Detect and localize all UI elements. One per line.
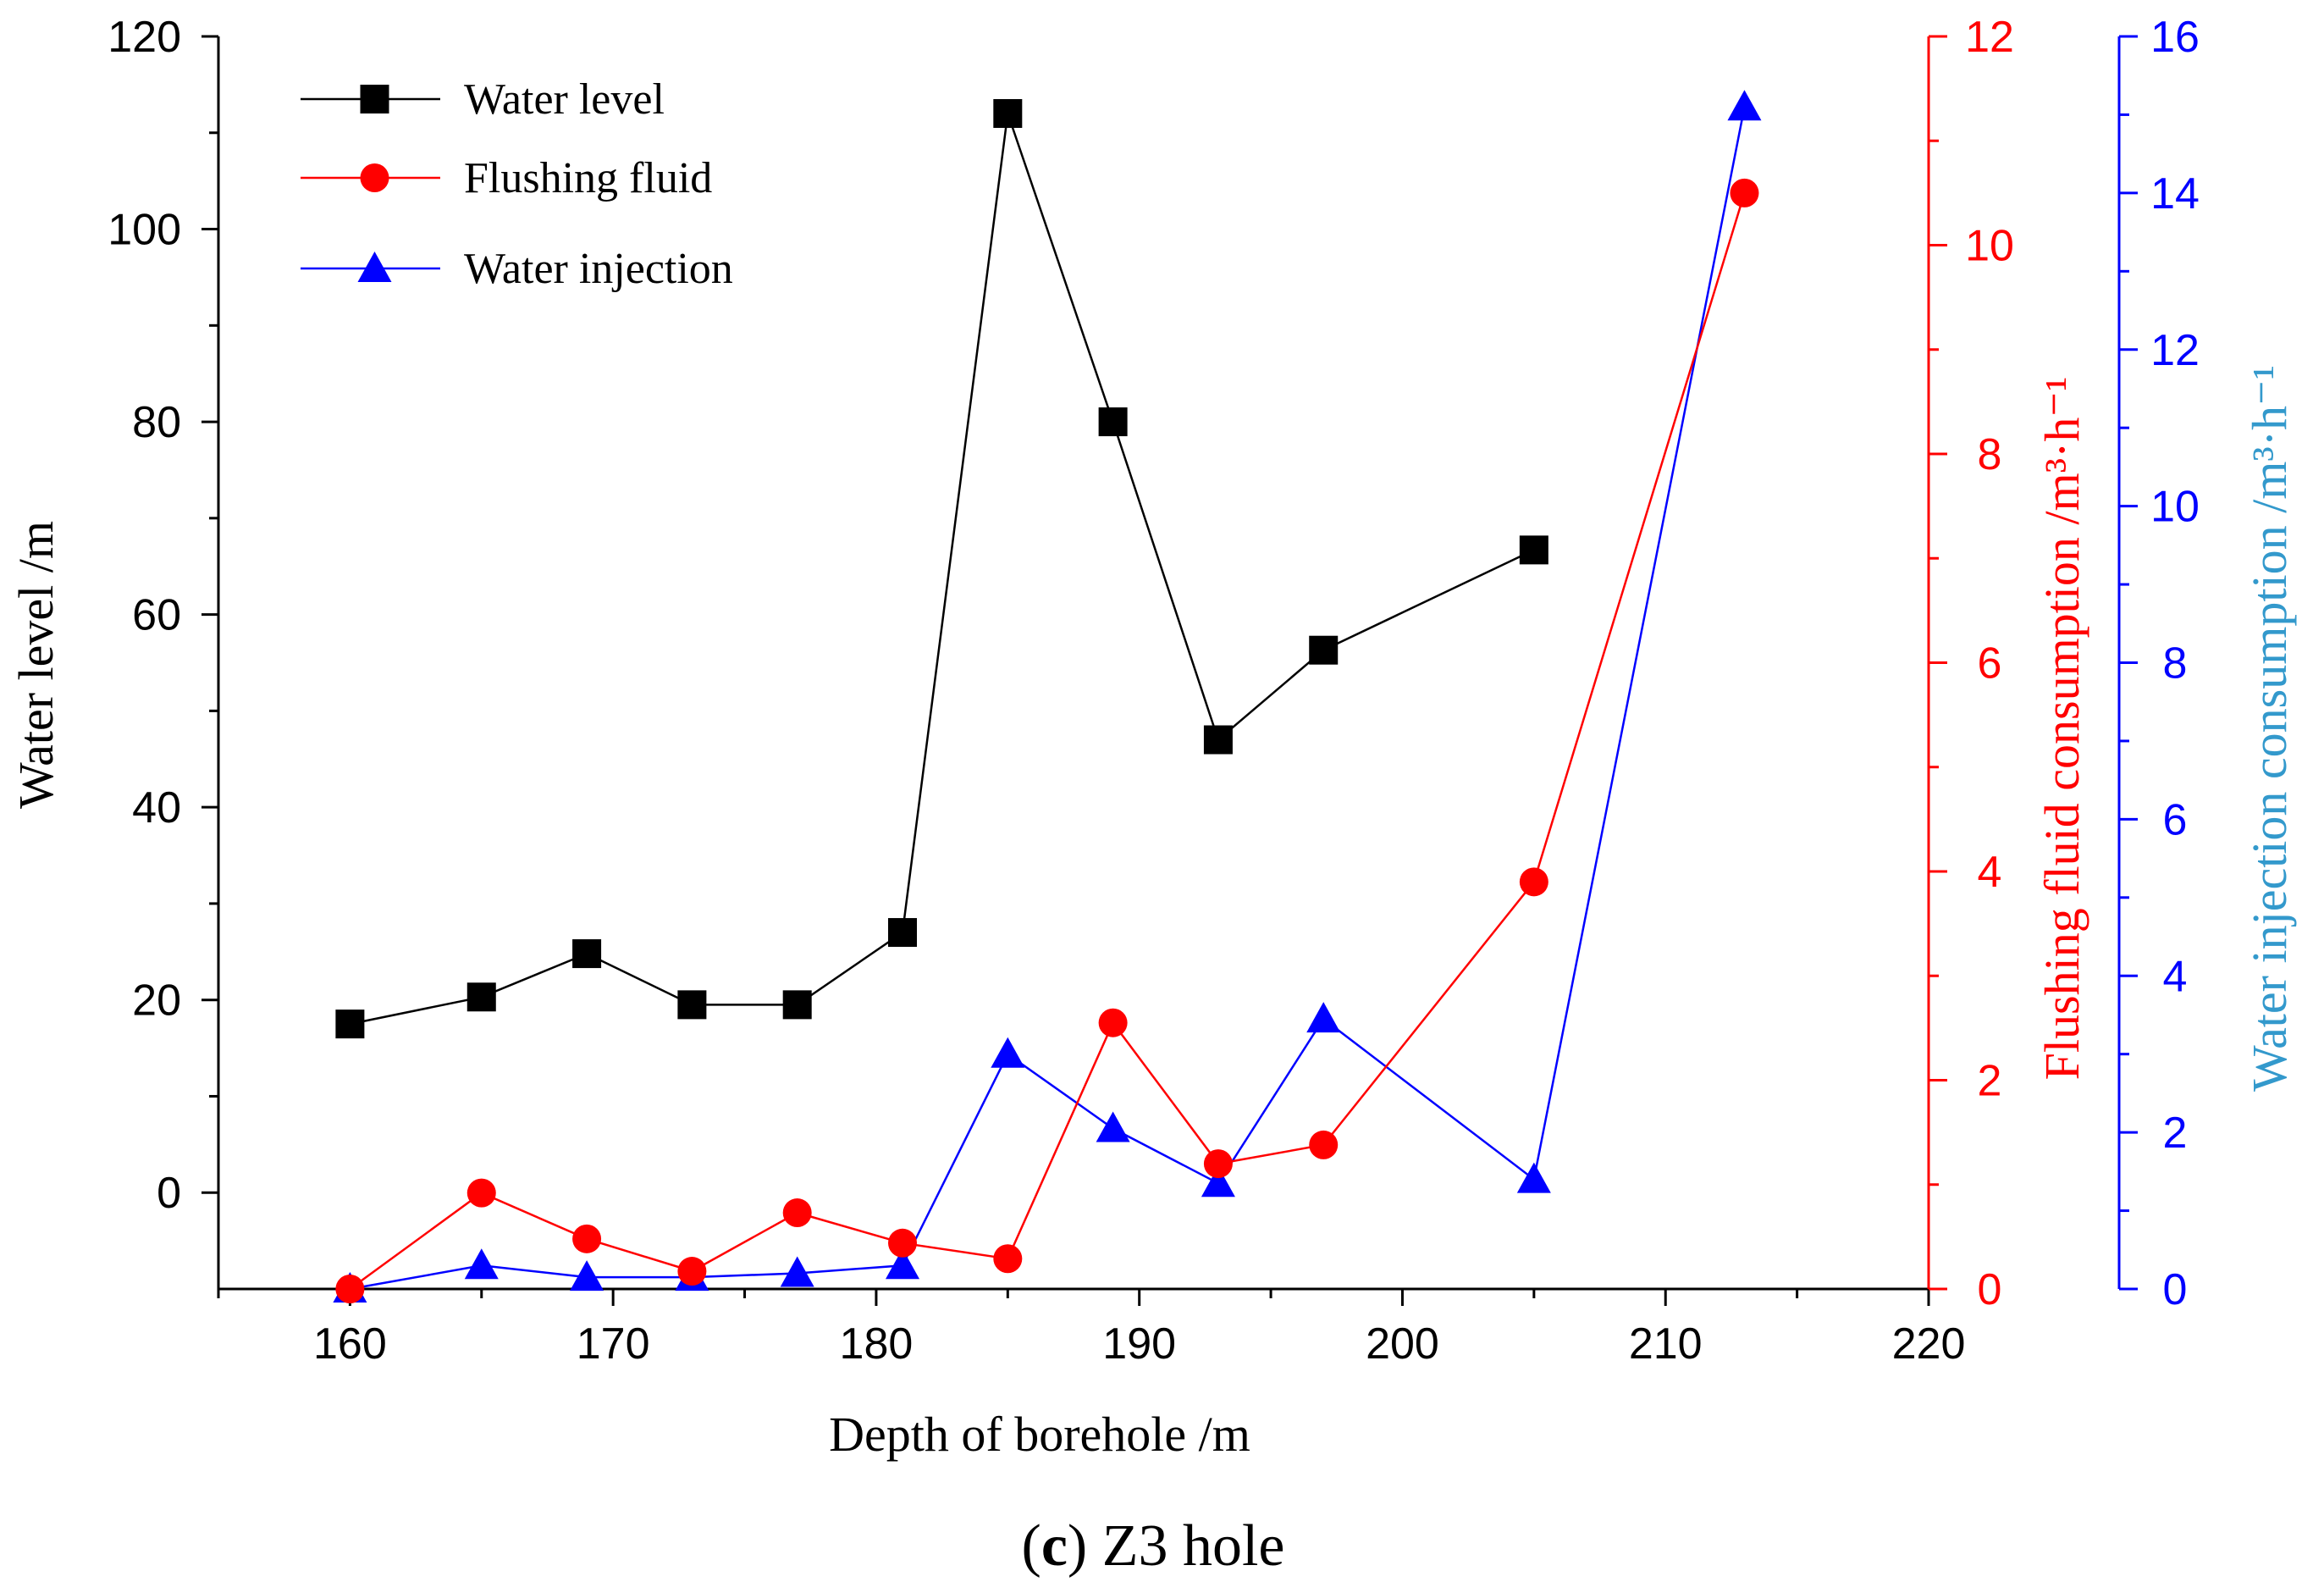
data-point-flushing-fluid	[466, 1178, 496, 1208]
right1-tick-label: 4	[1978, 848, 2002, 897]
data-point-water-injection	[780, 1256, 814, 1287]
right2-tick-label: 10	[2150, 483, 2200, 532]
left-tick-label: 40	[132, 783, 181, 832]
data-point-water-level	[1309, 635, 1339, 665]
data-point-flushing-fluid	[1203, 1149, 1233, 1179]
data-point-water-level	[466, 982, 496, 1012]
data-point-water-injection	[1306, 1002, 1341, 1033]
right1-tick-label: 6	[1978, 639, 2002, 689]
x-axis-title: Depth of borehole /m	[829, 1407, 1250, 1462]
left-tick-label: 80	[132, 398, 181, 447]
data-point-water-injection	[1201, 1166, 1235, 1198]
x-tick-label: 190	[1102, 1319, 1176, 1369]
right1-tick-label: 8	[1978, 430, 2002, 479]
data-point-flushing-fluid	[888, 1228, 917, 1258]
x-tick-label: 220	[1892, 1319, 1966, 1369]
data-point-water-level	[335, 1009, 365, 1039]
right2-tick-label: 2	[2163, 1109, 2188, 1158]
right2-tick-label: 14	[2150, 169, 2200, 218]
right2-tick-label: 8	[2163, 639, 2188, 689]
data-point-flushing-fluid	[572, 1224, 602, 1253]
right1-tick-label: 12	[1965, 13, 2014, 62]
legend: Water level Flushing fluid Water injection	[301, 75, 733, 293]
data-point-water-level	[782, 990, 812, 1020]
left-tick-label: 120	[108, 13, 181, 62]
series-line-flushing-fluid	[349, 192, 1746, 1291]
data-point-water-injection	[1727, 90, 1762, 121]
data-point-water-level	[1519, 535, 1548, 565]
x-tick-label: 200	[1366, 1319, 1439, 1369]
data-point-flushing-fluid	[677, 1257, 707, 1286]
data-point-water-level	[572, 939, 602, 969]
legend-label-water-injection: Water injection	[464, 245, 733, 293]
left-tick-label: 0	[157, 1169, 181, 1218]
data-point-water-injection	[570, 1260, 604, 1292]
data-point-water-injection	[464, 1248, 499, 1280]
data-point-water-level	[1203, 725, 1233, 755]
legend-label-flushing-fluid: Flushing fluid	[464, 154, 712, 202]
caption-text: Z3 hole	[1102, 1513, 1285, 1579]
x-tick-label: 170	[577, 1319, 650, 1369]
right2-tick-label: 4	[2163, 952, 2188, 1001]
legend-marker-water-level	[360, 85, 389, 113]
data-point-flushing-fluid	[1098, 1008, 1128, 1037]
right1-tick-label: 10	[1965, 222, 2014, 271]
legend-label-water-level: Water level	[464, 75, 665, 124]
left-tick-label: 20	[132, 976, 181, 1026]
right1-axis-title: Flushing fluid consumption /m³·h⁻¹	[2034, 377, 2089, 1081]
series-layer	[333, 90, 1762, 1303]
data-point-water-level	[677, 990, 707, 1020]
data-point-flushing-fluid	[782, 1198, 812, 1228]
figure-caption: (c) Z3 hole	[1022, 1513, 1285, 1579]
left-axis-title: Water level /m	[8, 521, 63, 809]
legend-marker-flushing-fluid	[360, 163, 389, 192]
series-line-water-injection	[350, 106, 1746, 1291]
data-point-water-level	[888, 918, 917, 948]
caption-letter: c	[1041, 1513, 1068, 1579]
x-tick-label: 210	[1629, 1319, 1703, 1369]
data-point-water-level	[993, 99, 1023, 129]
right1-tick-label: 2	[1978, 1057, 2002, 1106]
x-tick-label: 180	[840, 1319, 914, 1369]
data-point-flushing-fluid	[1730, 178, 1759, 207]
right2-tick-label: 16	[2150, 13, 2200, 62]
axes-layer: 160 170 180 190 200 210 2200204060801001200246…	[108, 13, 2200, 1369]
right1-tick-label: 0	[1978, 1265, 2002, 1314]
data-point-water-injection	[991, 1037, 1025, 1068]
data-point-flushing-fluid	[1519, 867, 1548, 897]
data-point-flushing-fluid	[1309, 1130, 1339, 1159]
left-tick-label: 60	[132, 591, 181, 640]
legend-marker-water-injection	[357, 252, 392, 282]
right2-axis-title: Water injection consumption /m³·h⁻¹	[2242, 365, 2297, 1092]
data-point-flushing-fluid	[335, 1275, 365, 1303]
data-point-water-injection	[1516, 1162, 1551, 1193]
data-point-water-injection	[1096, 1111, 1130, 1142]
data-point-flushing-fluid	[993, 1244, 1023, 1274]
data-point-water-injection	[886, 1248, 919, 1280]
right2-tick-label: 12	[2150, 326, 2200, 375]
x-tick-label: 160	[313, 1319, 387, 1369]
right2-tick-label: 6	[2163, 795, 2188, 844]
right2-tick-label: 0	[2163, 1265, 2188, 1314]
left-tick-label: 100	[108, 206, 181, 255]
data-point-water-level	[1098, 407, 1128, 437]
